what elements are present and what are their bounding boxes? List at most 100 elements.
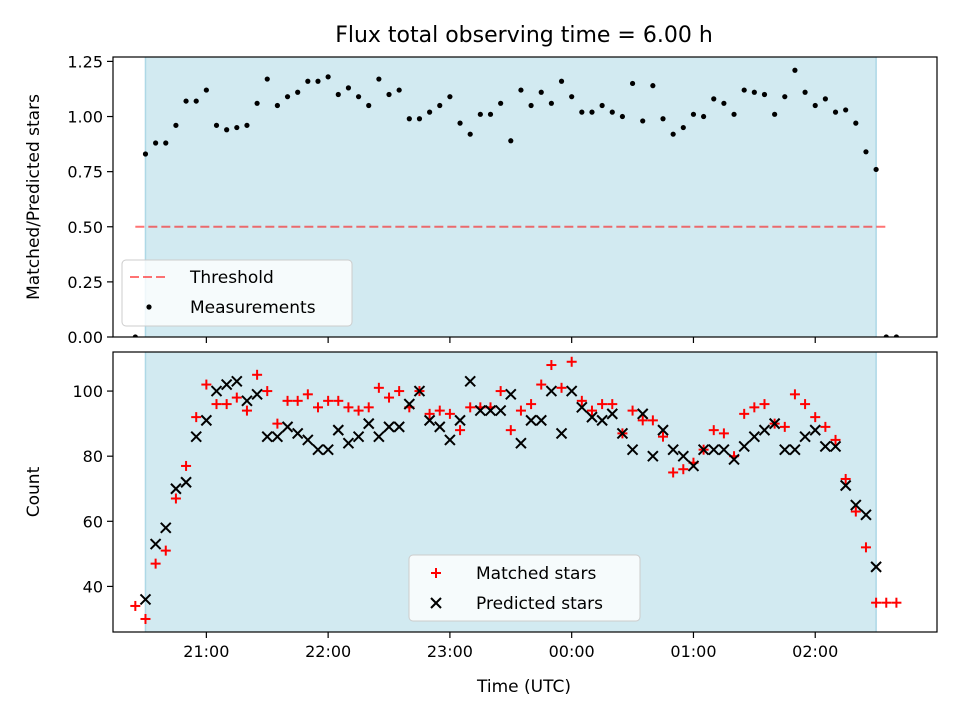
predicted-stars-point [160, 522, 172, 534]
ratio-y-tick-label: 0.25 [67, 273, 103, 292]
predicted-stars-point [200, 414, 213, 427]
measurements-point [660, 116, 666, 122]
matched-stars-point [637, 415, 648, 426]
matched-stars-point [150, 558, 161, 569]
ratio-data-marks [132, 67, 900, 337]
legend-threshold-label: Threshold [189, 268, 274, 288]
matched-stars-point [434, 405, 445, 416]
matched-stars-point [130, 600, 141, 611]
measurements-point [711, 96, 717, 102]
x-tick-label: 01:00 [670, 642, 716, 661]
predicted-stars-point [860, 509, 872, 521]
predicted-stars-point [809, 424, 821, 436]
legend-box [121, 259, 353, 327]
measurements-point [548, 100, 554, 106]
matched-stars-point [302, 389, 313, 400]
measurements-point [690, 111, 697, 117]
matched-stars-point [526, 399, 537, 410]
legend-predicted-swatch [430, 597, 442, 609]
legend-predicted-label: Predicted stars [476, 594, 603, 614]
matched-stars-point [211, 399, 222, 410]
measurements-point [234, 124, 240, 131]
measurements-point [487, 111, 494, 117]
measurements-point [589, 109, 595, 115]
measurements-point [802, 89, 808, 95]
legend-matched-swatch [431, 568, 441, 578]
matched-stars-point [566, 356, 577, 367]
matched-stars-point [343, 402, 354, 413]
predicted-stars-point [545, 385, 558, 397]
predicted-stars-point [647, 450, 659, 462]
predicted-stars-point [748, 430, 761, 443]
predicted-stars-point [190, 430, 202, 443]
figure-title: Flux total observing time = 6.00 h [335, 23, 713, 48]
measurements-point [325, 74, 331, 80]
predicted-stars-point [210, 385, 223, 397]
measurements-point [315, 78, 321, 84]
measurements-point [447, 94, 453, 100]
predicted-stars-point [302, 434, 314, 446]
matched-stars-point [252, 369, 263, 380]
measurements-point [213, 122, 220, 128]
measurements-point [538, 89, 544, 95]
predicted-stars-point [799, 430, 811, 443]
predicted-stars-point [271, 430, 284, 443]
measurements-point [284, 94, 291, 100]
predicted-stars-point [464, 375, 476, 388]
predicted-stars-point [596, 414, 608, 427]
measurements-point [437, 102, 443, 109]
predicted-stars-point [281, 421, 294, 433]
predicted-stars-point [139, 593, 152, 606]
predicted-stars-point [170, 483, 182, 495]
measurements-point [772, 111, 778, 117]
measurements-point [843, 107, 849, 113]
legend-box [408, 554, 641, 622]
measurements-point [416, 116, 423, 122]
measurements-point [132, 334, 138, 337]
matched-stars-point [607, 399, 618, 410]
matched-stars-point [241, 405, 252, 416]
predicted-stars-point [261, 430, 273, 443]
measurements-point [701, 113, 707, 120]
predicted-stars-point [616, 427, 629, 440]
predicted-stars-point [819, 440, 832, 453]
predicted-stars-point [758, 424, 771, 436]
predicted-stars-point [667, 443, 679, 456]
count-legend: Matched stars Predicted stars [408, 554, 641, 622]
matched-stars-point [170, 493, 181, 504]
measurements-point [609, 109, 615, 115]
count-y-axis-label: Count [24, 466, 44, 517]
matched-stars-point [627, 405, 638, 416]
measurements-point [274, 102, 280, 109]
predicted-stars-point [525, 414, 537, 427]
predicted-stars-point [677, 450, 690, 462]
ratio-y-tick-label: 0.75 [67, 163, 103, 182]
measurements-point [558, 78, 565, 84]
x-tick-label: 02:00 [792, 642, 838, 661]
ratio-panel: 0.00 0.25 0.50 0.75 1.00 1.25 Matched/Predicte… [24, 52, 938, 347]
measurements-point [376, 76, 382, 82]
measurements-point [295, 89, 301, 95]
measurements-point [893, 334, 900, 337]
matched-stars-point [181, 460, 192, 471]
predicted-stars-point [789, 443, 801, 456]
predicted-stars-point [718, 443, 730, 456]
measurements-point [873, 166, 879, 173]
matched-stars-point [140, 613, 151, 624]
measurements-point [173, 122, 179, 128]
matched-stars-point [505, 425, 516, 436]
measurements-point [680, 124, 686, 131]
matched-stars-point [830, 434, 841, 445]
matched-stars-point [282, 395, 293, 406]
matched-stars-point [739, 408, 750, 419]
count-y-tick-label: 80 [83, 447, 103, 466]
measurements-point [599, 102, 605, 109]
count-data-marks [130, 356, 902, 624]
matched-stars-point [810, 412, 821, 423]
measurements-point [193, 98, 199, 104]
matched-stars-point [536, 379, 547, 390]
predicted-stars-point [738, 440, 750, 453]
measurements-point [650, 83, 656, 89]
measurements-point [305, 78, 311, 84]
